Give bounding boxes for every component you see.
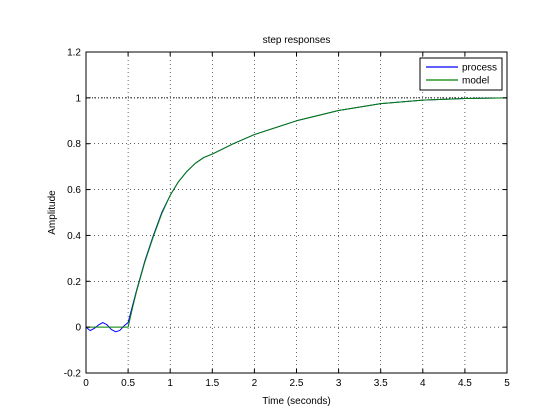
series-line-model [86, 97, 508, 328]
x-tick-label: 4 [420, 378, 426, 389]
legend-label-process: process [462, 63, 497, 74]
y-tick-label: 0.2 [67, 277, 81, 288]
x-axis-label: Time (seconds) [262, 396, 331, 407]
x-tick-label: 5 [504, 378, 510, 389]
x-tick-label: 1.5 [205, 378, 219, 389]
y-tick-label: 0.4 [67, 231, 81, 242]
y-tick-labels: -0.2 0 0.2 0.4 0.6 0.8 1 1.2 [64, 48, 82, 380]
y-axis-label: Amplitude [47, 190, 58, 235]
legend: process model [419, 57, 503, 91]
x-tick-label: 2 [252, 378, 258, 389]
series-layer [85, 97, 508, 333]
y-tick-label: 0.6 [67, 185, 81, 196]
x-tick-label: 1 [167, 378, 173, 389]
x-tick-label: 0 [83, 378, 89, 389]
x-tick-label: 3.5 [374, 378, 388, 389]
y-tick-label: 1.2 [67, 48, 81, 59]
chart-title: step responses [263, 35, 331, 46]
x-tick-label: 2.5 [290, 378, 304, 389]
y-tick-label: 0 [75, 323, 81, 334]
y-tick-label: -0.2 [64, 369, 82, 380]
plot-area: 0 0.5 1 1.5 2 2.5 3 3.5 4 4.5 5 -0.200.20.40.60.81… [64, 48, 510, 390]
tick-marks [85, 51, 508, 374]
grid-lines [86, 52, 507, 373]
x-tick-label: 3 [336, 378, 342, 389]
x-tick-label: 0.5 [121, 378, 135, 389]
x-tick-labels: 0 0.5 1 1.5 2 2.5 3 3.5 4 4.5 5 [83, 378, 510, 389]
x-tick-label: 4.5 [458, 378, 472, 389]
y-tick-label: 0.8 [67, 139, 81, 150]
legend-label-model: model [462, 76, 489, 87]
legend-box [419, 57, 503, 91]
y-tick-label: 1 [75, 93, 81, 104]
